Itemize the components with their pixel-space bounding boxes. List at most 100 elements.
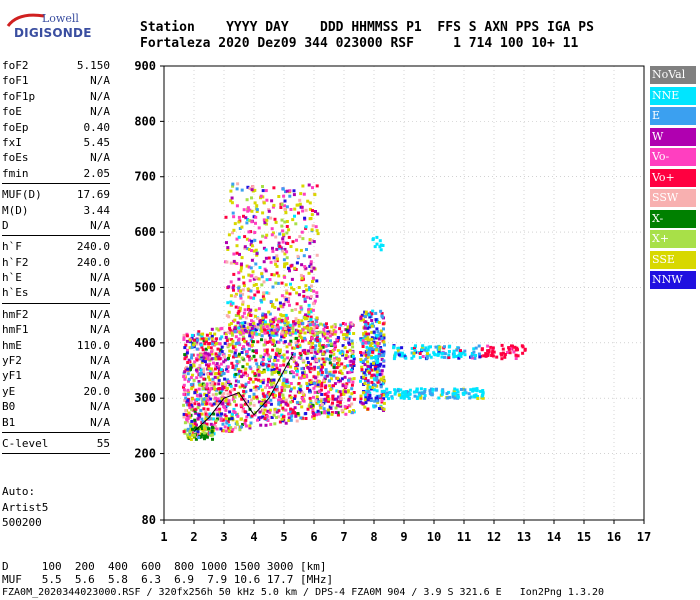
data-point <box>210 429 214 433</box>
data-point <box>182 385 185 389</box>
data-point <box>252 392 256 396</box>
data-point <box>364 401 368 405</box>
data-point <box>315 229 319 233</box>
data-point <box>457 353 461 357</box>
data-point <box>244 216 248 220</box>
data-point <box>268 340 272 344</box>
data-point <box>418 391 421 395</box>
data-point <box>184 343 188 347</box>
data-point <box>217 354 221 358</box>
data-point <box>371 350 375 354</box>
data-point <box>236 368 240 372</box>
data-point <box>280 202 284 206</box>
data-point <box>275 366 279 370</box>
data-point <box>197 436 201 439</box>
data-point <box>253 314 257 318</box>
data-point <box>479 389 482 393</box>
data-point <box>224 415 228 418</box>
data-point <box>258 266 262 269</box>
data-point <box>343 406 347 410</box>
data-point <box>379 362 383 366</box>
data-point <box>365 334 369 338</box>
legend: NoVal NNE E W Vo- Vo+ SSW X- X+ SSE NNW <box>650 66 696 292</box>
data-point <box>300 367 304 371</box>
data-point <box>268 392 272 396</box>
data-point <box>304 313 308 317</box>
data-point <box>372 330 376 334</box>
data-point <box>310 378 313 382</box>
data-point <box>283 275 287 279</box>
data-point <box>307 308 310 312</box>
data-point <box>478 355 482 359</box>
legend-item: X+ <box>650 230 696 248</box>
data-point <box>204 347 208 351</box>
data-point <box>340 377 344 381</box>
data-point <box>257 370 261 374</box>
data-point <box>241 407 245 411</box>
data-point <box>204 414 208 418</box>
legend-item: Vo+ <box>650 168 696 187</box>
data-point <box>216 402 220 406</box>
param-name: fxI <box>2 135 22 149</box>
data-point <box>209 383 213 387</box>
data-point <box>258 410 262 414</box>
data-point <box>247 273 251 277</box>
data-point <box>277 340 281 344</box>
data-point <box>328 334 332 338</box>
data-point <box>362 359 366 363</box>
data-point <box>274 389 278 393</box>
data-point <box>370 312 374 316</box>
data-point <box>262 368 266 372</box>
data-point <box>328 370 332 374</box>
data-point <box>249 308 253 312</box>
data-point <box>233 411 237 414</box>
data-point <box>378 239 382 243</box>
data-point <box>226 365 230 369</box>
data-point <box>249 377 253 381</box>
data-point <box>244 367 248 371</box>
legend-item: E <box>650 107 696 125</box>
data-point <box>316 212 320 216</box>
data-point <box>382 364 386 368</box>
data-point <box>364 377 368 380</box>
data-point <box>364 373 368 377</box>
data-point <box>263 408 267 412</box>
data-point <box>201 348 205 352</box>
data-point <box>263 328 267 332</box>
param-row: fxI 5.45 <box>2 135 110 150</box>
data-point <box>366 322 370 325</box>
data-point <box>182 403 186 407</box>
param-row: D N/A <box>2 218 110 233</box>
data-point <box>324 370 328 374</box>
param-value: N/A <box>90 369 110 383</box>
data-point <box>182 336 186 340</box>
data-point <box>366 355 370 359</box>
data-point <box>370 319 374 322</box>
data-point <box>400 351 404 355</box>
data-point <box>376 330 380 334</box>
data-point <box>336 413 340 417</box>
data-point <box>390 396 394 400</box>
data-point <box>272 370 276 374</box>
data-point <box>226 246 230 250</box>
data-point <box>318 365 322 369</box>
data-point <box>345 382 349 386</box>
data-point <box>218 352 222 356</box>
data-point <box>213 367 217 371</box>
data-point <box>186 417 190 420</box>
data-point <box>509 347 513 351</box>
data-point <box>198 383 202 387</box>
data-point <box>244 399 248 403</box>
y-tick-label: 900 <box>134 59 156 73</box>
data-point <box>214 425 218 429</box>
data-point <box>188 346 192 350</box>
data-point <box>500 353 504 357</box>
data-point <box>317 357 321 361</box>
data-point <box>443 355 446 359</box>
data-point <box>225 421 229 425</box>
data-point <box>250 357 254 361</box>
data-point <box>229 294 233 298</box>
data-point <box>349 363 353 367</box>
data-point <box>503 355 507 359</box>
data-point <box>279 326 283 330</box>
